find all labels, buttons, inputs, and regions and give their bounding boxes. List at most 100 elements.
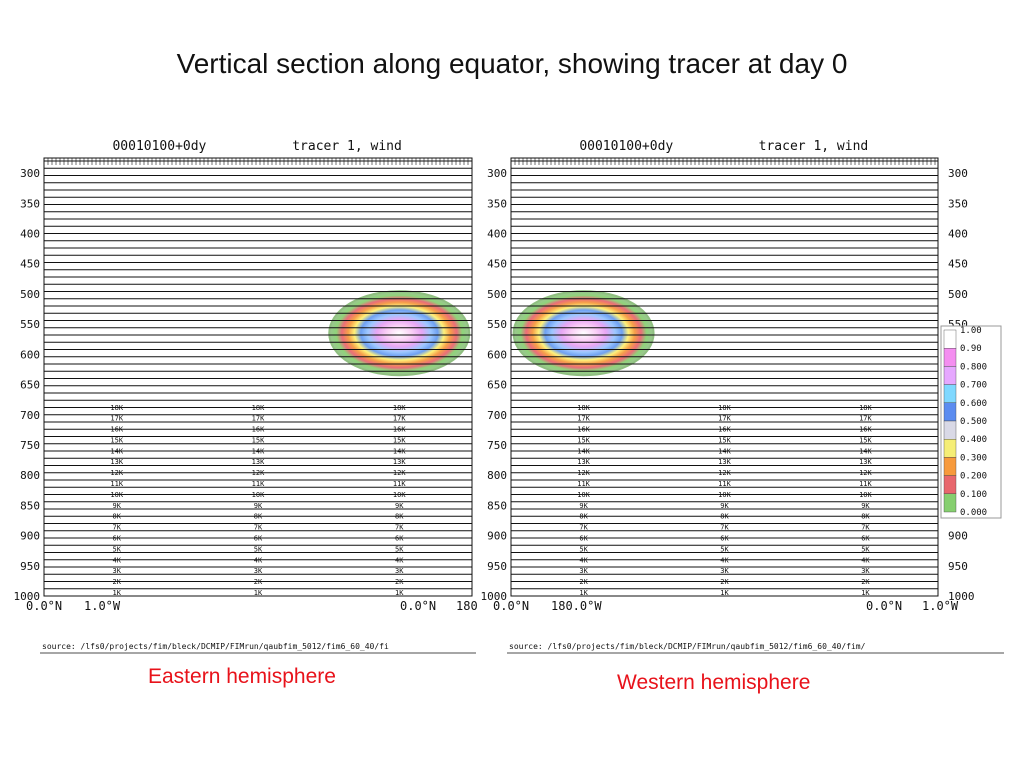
colorbar-label: 0.200 bbox=[960, 472, 987, 482]
y-tick-label: 600 bbox=[20, 348, 40, 361]
colorbar-label: 0.100 bbox=[960, 490, 987, 500]
height-label: 2K bbox=[720, 578, 729, 586]
height-label: 2K bbox=[113, 578, 122, 586]
colorbar-swatch bbox=[943, 475, 957, 495]
height-label: 10K bbox=[110, 491, 123, 499]
height-label: 2K bbox=[254, 578, 263, 586]
height-label: 11K bbox=[718, 480, 731, 488]
height-label: 12K bbox=[393, 469, 406, 477]
height-label: 1K bbox=[861, 589, 870, 597]
height-label: 16K bbox=[252, 426, 265, 434]
x-label-left-lat: 0.0°N bbox=[26, 599, 62, 613]
colorbar-label: 0.500 bbox=[960, 417, 987, 427]
height-label: 5K bbox=[113, 545, 122, 553]
height-label: 18K bbox=[252, 404, 265, 412]
x-label-left-lon: 1.0°W bbox=[84, 599, 121, 613]
colorbar-label: 0.400 bbox=[960, 435, 987, 445]
caption-western-hemisphere: Western hemisphere bbox=[617, 671, 811, 694]
height-label: 13K bbox=[393, 458, 406, 466]
y-tick-label: 500 bbox=[487, 288, 507, 301]
chart-header-date: 00010100+0dy bbox=[579, 139, 673, 154]
height-label: 5K bbox=[254, 545, 263, 553]
y-tick-label: 900 bbox=[487, 530, 507, 543]
colorbar-label: 0.600 bbox=[960, 399, 987, 409]
colorbar-swatch bbox=[943, 347, 957, 367]
y-tick-label: 900 bbox=[20, 530, 40, 543]
height-label: 12K bbox=[718, 469, 731, 477]
height-label: 9K bbox=[720, 502, 729, 510]
colorbar-swatch bbox=[943, 366, 957, 385]
chart-header-date: 00010100+0dy bbox=[112, 139, 206, 154]
height-label: 5K bbox=[579, 545, 588, 553]
height-label: 11K bbox=[393, 480, 406, 488]
height-label: 14K bbox=[393, 447, 406, 455]
tracer-blob bbox=[328, 290, 471, 377]
height-label: 8K bbox=[720, 513, 729, 521]
height-label: 13K bbox=[718, 458, 731, 466]
x-label-right-lat: 0.0°N bbox=[400, 599, 436, 613]
height-label: 18K bbox=[577, 404, 590, 412]
height-label: 15K bbox=[859, 436, 872, 444]
y-tick-label: 950 bbox=[20, 560, 40, 573]
height-label: 13K bbox=[577, 458, 590, 466]
y-tick-label: 700 bbox=[487, 409, 507, 422]
height-label: 16K bbox=[110, 426, 123, 434]
height-label: 4K bbox=[254, 556, 263, 564]
y-tick-label: 400 bbox=[948, 228, 968, 241]
x-label-right-lon: 1.0°W bbox=[922, 599, 959, 613]
height-label: 7K bbox=[861, 524, 870, 532]
height-label: 15K bbox=[393, 436, 406, 444]
chart-east: 00010100+0dy tracer 1, wind 300 350 400 450 50… bbox=[14, 139, 480, 654]
y-tick-label: 300 bbox=[20, 167, 40, 180]
x-label-right-lat: 0.0°N bbox=[866, 599, 902, 613]
height-label: 2K bbox=[579, 578, 588, 586]
colorbar-label: 0.300 bbox=[960, 453, 987, 463]
tracer-blob bbox=[512, 290, 655, 377]
height-label: 2K bbox=[861, 578, 870, 586]
height-label: 12K bbox=[859, 469, 872, 477]
height-label: 6K bbox=[395, 535, 404, 543]
plot-area bbox=[43, 157, 473, 597]
height-label: 1K bbox=[579, 589, 588, 597]
height-label: 7K bbox=[720, 524, 729, 532]
height-label: 4K bbox=[579, 556, 588, 564]
height-label: 8K bbox=[254, 513, 263, 521]
height-label: 10K bbox=[718, 491, 731, 499]
height-label: 7K bbox=[254, 524, 263, 532]
x-label-right-lon: 180. bbox=[456, 599, 480, 613]
height-label: 6K bbox=[254, 535, 263, 543]
height-label: 7K bbox=[113, 524, 122, 532]
y-tick-label: 800 bbox=[20, 469, 40, 482]
y-tick-label: 300 bbox=[948, 167, 968, 180]
plot-area bbox=[510, 157, 939, 597]
height-label: 15K bbox=[110, 436, 123, 444]
height-label: 14K bbox=[859, 447, 872, 455]
height-label: 9K bbox=[254, 502, 263, 510]
colorbar-label: 1.00 bbox=[960, 326, 982, 336]
height-label: 14K bbox=[577, 447, 590, 455]
y-tick-label: 750 bbox=[20, 439, 40, 452]
height-label: 17K bbox=[252, 415, 265, 423]
y-tick-label: 300 bbox=[487, 167, 507, 180]
height-label: 10K bbox=[577, 491, 590, 499]
height-label: 3K bbox=[720, 567, 729, 575]
height-label: 5K bbox=[720, 545, 729, 553]
y-tick-label: 950 bbox=[487, 560, 507, 573]
y-tick-label: 350 bbox=[20, 197, 40, 210]
y-tick-label: 500 bbox=[948, 288, 968, 301]
colorbar-label: 0.700 bbox=[960, 381, 987, 391]
y-tick-label: 1000 bbox=[481, 590, 508, 603]
height-label: 17K bbox=[577, 415, 590, 423]
y-tick-label: 650 bbox=[20, 379, 40, 392]
height-label: 11K bbox=[859, 480, 872, 488]
height-label: 1K bbox=[395, 589, 404, 597]
colorbar-swatch bbox=[943, 329, 957, 349]
height-label: 6K bbox=[579, 535, 588, 543]
y-tick-label: 500 bbox=[20, 288, 40, 301]
y-tick-label: 550 bbox=[20, 318, 40, 331]
height-label: 11K bbox=[110, 480, 123, 488]
height-label: 5K bbox=[861, 545, 870, 553]
y-tick-label: 850 bbox=[20, 499, 40, 512]
height-label: 11K bbox=[252, 480, 265, 488]
height-label: 14K bbox=[718, 447, 731, 455]
